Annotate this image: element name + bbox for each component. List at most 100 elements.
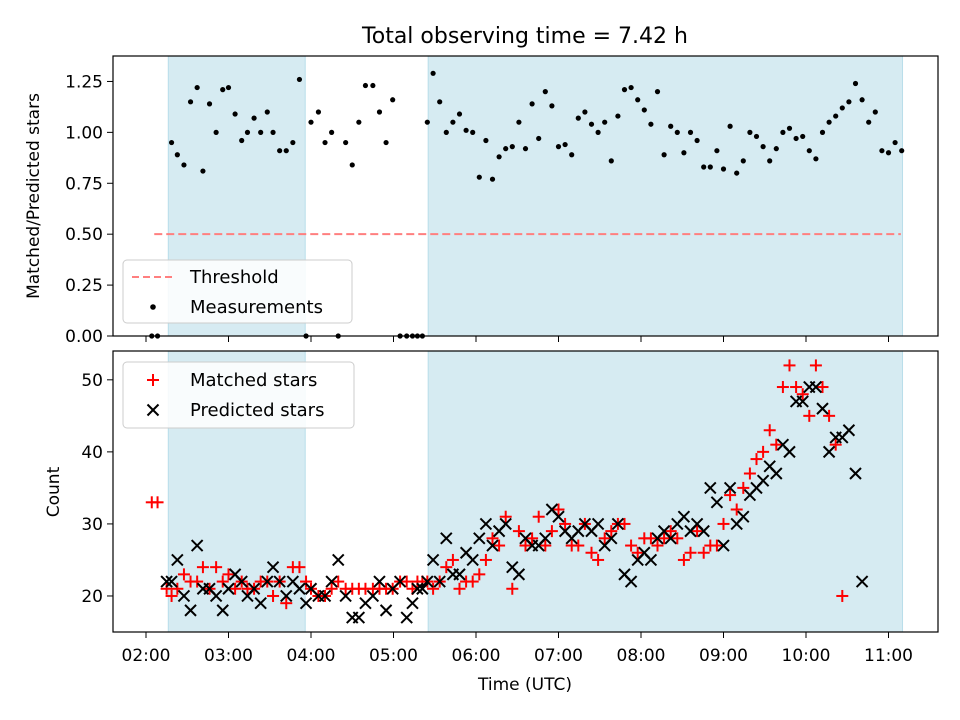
predicted-star-point-b: [539, 532, 552, 545]
predicted-star-point-b: [426, 553, 440, 567]
measurement-point: [740, 158, 746, 164]
measurement-point: [687, 129, 694, 135]
measurement-point: [283, 148, 289, 154]
predicted-star-point-b: [466, 553, 479, 567]
measurement-point: [483, 137, 489, 144]
predicted-star-point-b: [366, 589, 380, 603]
measurement-point: [668, 123, 674, 129]
predicted-star-point: [190, 539, 204, 552]
measurement-point: [806, 148, 812, 154]
matched-star-point: [697, 546, 710, 559]
measurement-point: [343, 139, 349, 146]
measurement-point: [595, 129, 601, 135]
matched-star-point: [229, 582, 242, 595]
predicted-star-point-b: [440, 532, 453, 545]
measurement-point: [168, 139, 175, 146]
measurement-point: [773, 146, 779, 152]
predicted-star-point: [677, 510, 691, 523]
matched-star-point: [750, 453, 763, 466]
predicted-star-point: [293, 582, 306, 595]
x-tick-label: 11:00: [864, 646, 913, 666]
bottom-y-tick-label: 50: [81, 371, 103, 391]
predicted-star-point: [171, 553, 184, 567]
predicted-star-point-b: [519, 532, 532, 545]
legend-matched-swatch: [147, 374, 159, 386]
predicted-star-point: [411, 582, 424, 595]
predicted-star-point: [177, 589, 191, 603]
top-x-ticks: [145, 336, 889, 342]
legend-plus-mark: [147, 374, 159, 386]
predicted-star-point: [247, 582, 261, 595]
predicted-star-point: [855, 575, 869, 588]
predicted-star-point-b: [411, 582, 424, 595]
legend-x-mark: [146, 403, 160, 417]
matched-star-point: [796, 388, 809, 401]
matched-star-point: [730, 503, 743, 516]
predicted-star-point-b: [638, 546, 651, 559]
predicted-star-point-b: [842, 424, 856, 437]
predicted-star-point-b: [280, 589, 293, 603]
matched-star-point: [499, 510, 512, 523]
measurement-point: [220, 87, 226, 93]
top-y-tick-label: 0.25: [65, 276, 103, 296]
top-legend-box: [122, 259, 353, 324]
measurement-point: [522, 146, 529, 152]
x-tick-label: 04:00: [287, 646, 336, 666]
x-axis-label: Time (UTC): [477, 675, 572, 695]
measurement-point: [529, 101, 535, 107]
predicted-star-point: [373, 575, 386, 588]
predicted-star-point: [426, 553, 440, 567]
predicted-star-point-b: [618, 568, 631, 581]
predicted-star-point-b: [558, 524, 572, 538]
measurement-point: [430, 70, 436, 76]
matched-star-point: [664, 525, 677, 538]
bottom-y-tick-label: 30: [81, 515, 103, 535]
matched-star-point: [677, 553, 690, 566]
predicted-star-point-b: [339, 589, 352, 603]
matched-star-point: [763, 424, 776, 437]
predicted-star-point: [254, 596, 267, 610]
predicted-star-point-b: [453, 568, 466, 581]
predicted-star-point-b: [644, 553, 658, 567]
measurement-point: [258, 129, 264, 135]
top-panel: 0.00 0.25 0.50 0.75 1.00 1.25 Matched/Predict…: [24, 55, 939, 347]
measurement-point: [899, 148, 905, 154]
matched-star-point: [717, 517, 730, 530]
predicted-star-point: [440, 532, 453, 545]
predicted-star-point: [479, 517, 493, 531]
predicted-star-point: [539, 532, 552, 545]
legend-x-mark-b: [146, 403, 160, 417]
matched-star-point: [151, 496, 164, 509]
predicted-star-point-b: [273, 575, 286, 588]
matched-star-point: [506, 582, 519, 595]
predicted-star-point: [756, 474, 770, 487]
measurement-point: [213, 129, 219, 135]
predicted-star-point: [222, 582, 235, 595]
predicted-star-point-b: [486, 539, 499, 552]
matched-star-point: [400, 575, 413, 588]
matched-star-point: [300, 575, 313, 588]
predicted-star-point-b: [849, 467, 862, 480]
measurement-point: [424, 119, 430, 125]
predicted-star-point: [273, 575, 286, 588]
legend-predicted-swatch: [146, 403, 160, 417]
matched-star-point: [644, 532, 657, 545]
matched-star-point: [453, 582, 466, 595]
measurement-point: [734, 170, 740, 176]
measurement-point: [694, 137, 700, 144]
predicted-star-point-b: [690, 517, 704, 531]
predicted-star-point-b: [379, 604, 393, 617]
predicted-star-point: [325, 575, 338, 588]
predicted-star-point-b: [160, 575, 173, 588]
measurement-point: [174, 152, 180, 158]
predicted-star-point: [644, 553, 658, 567]
predicted-star-point: [809, 380, 823, 394]
measurement-point: [356, 119, 362, 125]
measurement-point: [206, 101, 213, 107]
bottom-y-axis: 20 30 40 50: [81, 371, 113, 607]
measurement-point: [588, 121, 595, 127]
predicted-star-point-b: [171, 553, 184, 567]
top-axes-frame: [112, 55, 939, 337]
x-tick-label: 03:00: [204, 646, 253, 666]
